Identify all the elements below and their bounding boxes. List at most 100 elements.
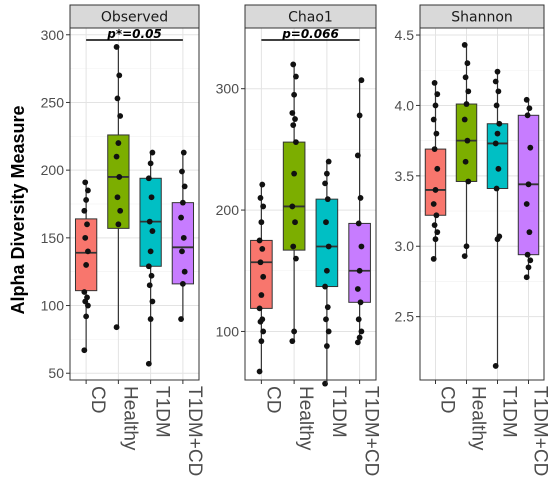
- data-point: [84, 221, 90, 228]
- data-point: [494, 130, 501, 137]
- data-point: [464, 137, 471, 144]
- data-point: [492, 140, 499, 147]
- data-point: [289, 203, 296, 210]
- data-point: [83, 313, 90, 320]
- data-point: [356, 112, 363, 119]
- data-point: [494, 68, 501, 75]
- data-point: [324, 304, 331, 311]
- data-point: [496, 120, 503, 127]
- data-point: [114, 194, 121, 201]
- data-point: [117, 207, 124, 214]
- data-point: [292, 116, 298, 122]
- data-point: [322, 180, 328, 187]
- box-cd: [74, 179, 98, 354]
- data-point: [325, 328, 332, 335]
- data-point: [293, 255, 299, 262]
- data-point: [323, 170, 330, 177]
- x-tick-label: CD: [262, 386, 283, 413]
- box-healthy: [107, 44, 130, 331]
- data-point: [289, 338, 296, 345]
- data-point: [527, 257, 534, 264]
- data-point: [145, 175, 152, 182]
- data-point: [85, 248, 91, 255]
- x-tick-label: Healthy: [468, 386, 489, 451]
- data-point: [523, 201, 530, 207]
- data-point: [179, 280, 186, 287]
- data-point: [179, 168, 185, 175]
- data-point: [493, 102, 500, 109]
- box-t1dm: [486, 68, 509, 369]
- panel-chao1: Chao1 100 200 300 CD Healthy T1DM T1DM+CD p=0.06…: [216, 4, 382, 476]
- data-point: [354, 286, 361, 292]
- y-tick-label: 250: [41, 94, 65, 110]
- data-point: [293, 73, 299, 80]
- data-point: [323, 343, 330, 349]
- data-point: [461, 41, 468, 48]
- data-point: [357, 195, 364, 201]
- data-point: [114, 95, 121, 102]
- box-healthy: [455, 41, 478, 259]
- data-point: [431, 222, 438, 229]
- data-point: [493, 185, 500, 192]
- data-point: [260, 203, 267, 210]
- data-point: [524, 251, 531, 258]
- data-point: [260, 328, 267, 335]
- box-cd: [424, 80, 447, 262]
- y-tick-label: 150: [41, 230, 65, 246]
- panel-title: Observed: [101, 10, 168, 26]
- data-point: [325, 243, 332, 250]
- data-point: [434, 165, 441, 172]
- data-point: [178, 316, 184, 322]
- panel-title: Shannon: [451, 10, 513, 26]
- data-point: [259, 246, 266, 252]
- data-point: [115, 140, 122, 146]
- box-body: [74, 218, 98, 292]
- x-tick-label: T1DM: [152, 386, 173, 438]
- data-point: [258, 219, 265, 226]
- data-point: [147, 248, 154, 255]
- data-point: [146, 218, 153, 225]
- data-point: [354, 152, 361, 159]
- data-point: [432, 236, 439, 243]
- strip-background: [244, 4, 377, 29]
- data-point: [325, 158, 332, 165]
- y-tick-label: 300: [216, 81, 240, 97]
- data-point: [180, 234, 187, 241]
- data-point: [523, 274, 530, 281]
- data-point: [323, 267, 330, 274]
- data-point: [256, 237, 263, 244]
- data-point: [358, 243, 365, 250]
- data-point: [527, 144, 534, 151]
- data-point: [83, 262, 90, 268]
- data-point: [258, 338, 265, 345]
- data-point: [178, 214, 184, 221]
- data-point: [289, 110, 296, 116]
- data-point: [357, 299, 364, 306]
- data-point: [81, 289, 88, 295]
- y-tick-label: 200: [216, 202, 240, 218]
- panel-shannon: Shannon 2.5 3.0 3.5 4.0 4.5 CD Healthy T1DM T1DM+…: [395, 4, 550, 476]
- data-point: [257, 195, 264, 201]
- data-point: [116, 72, 123, 79]
- panel-observed: Observed 50 100 150 200 250 300 CD Healthy T1DM T1…: [41, 4, 205, 476]
- y-tick-label: 200: [41, 162, 65, 178]
- data-point: [354, 339, 361, 346]
- data-point: [358, 328, 365, 335]
- data-point: [434, 229, 441, 236]
- data-point: [147, 160, 154, 167]
- data-point: [83, 197, 90, 203]
- data-point: [113, 324, 120, 331]
- data-point: [81, 347, 88, 354]
- data-point: [180, 149, 187, 156]
- data-point: [82, 234, 89, 241]
- y-tick-label: 3.0: [395, 238, 415, 254]
- x-tick-label: CD: [437, 386, 458, 413]
- data-point: [526, 105, 533, 112]
- data-point: [462, 158, 469, 165]
- y-tick-label: 4.5: [395, 27, 415, 43]
- data-point: [496, 233, 503, 240]
- data-point: [181, 183, 188, 190]
- data-point: [461, 253, 468, 259]
- y-tick-label: 3.5: [395, 168, 415, 184]
